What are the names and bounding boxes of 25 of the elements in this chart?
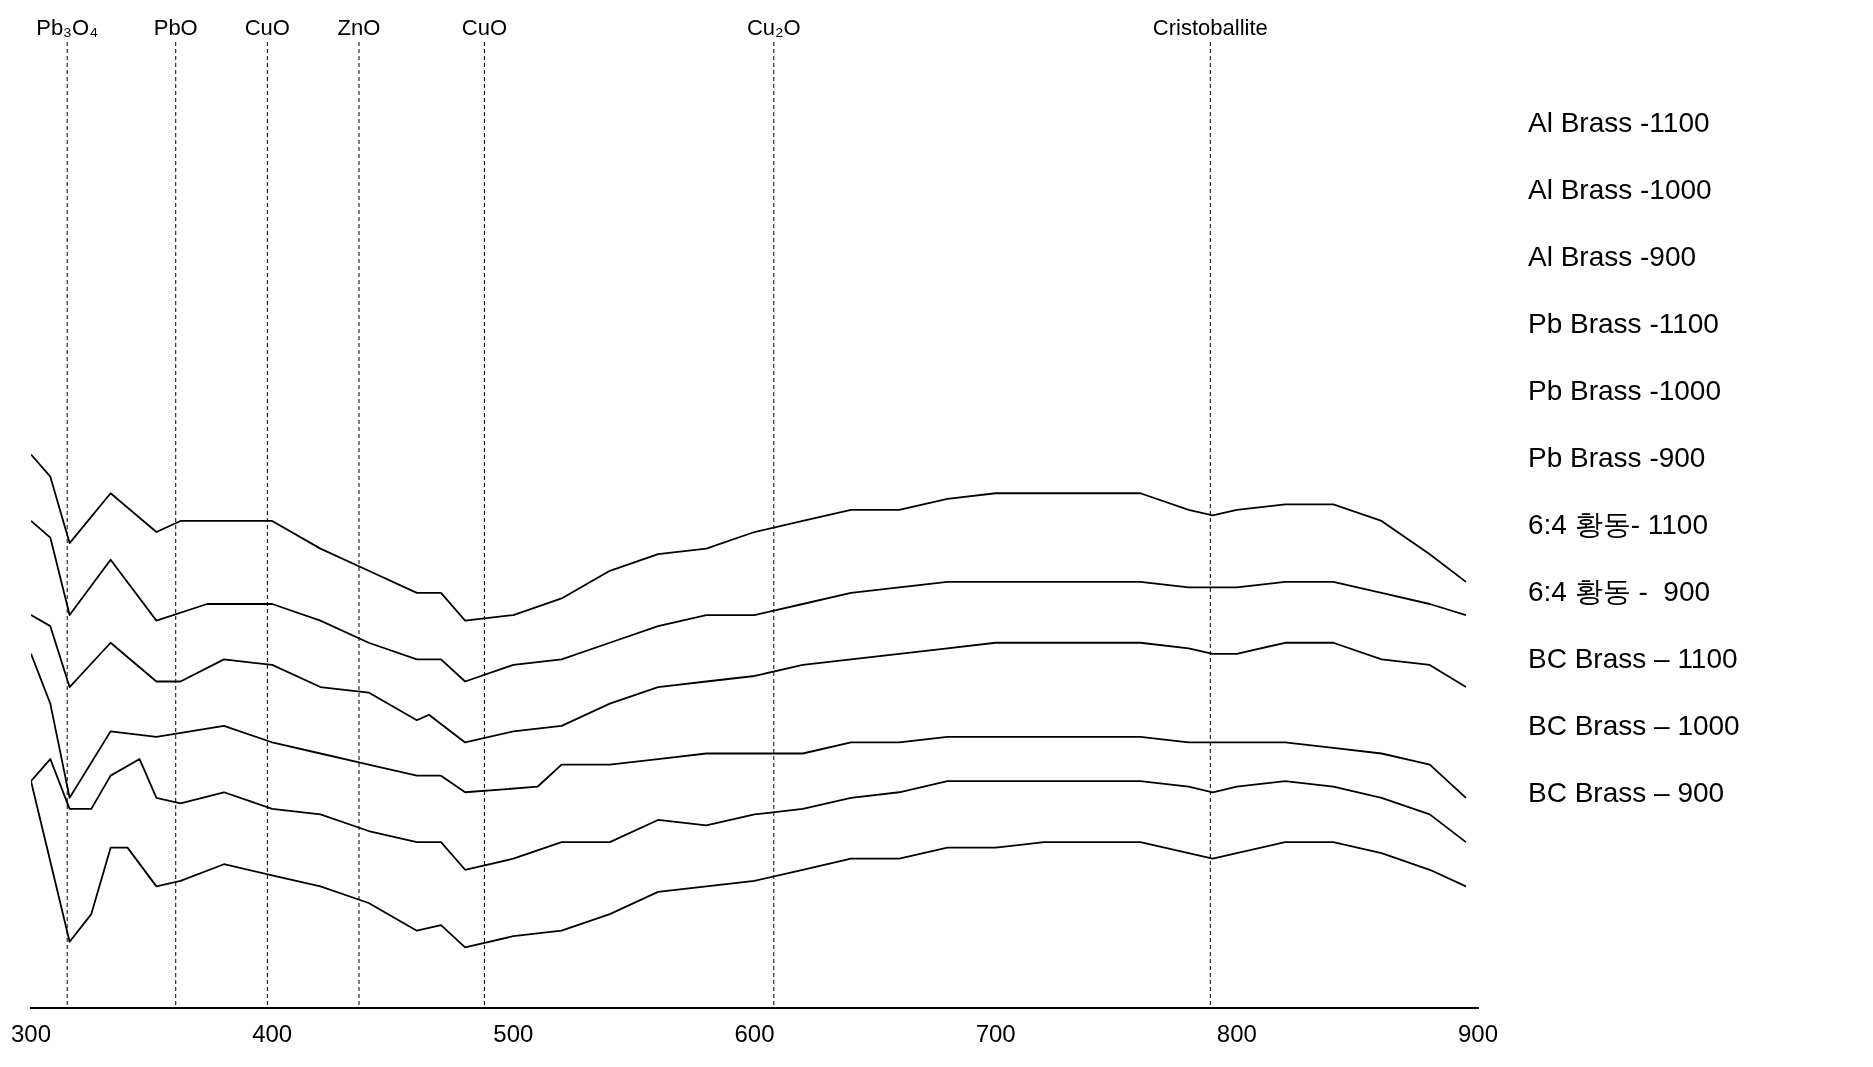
text: BC Brass – 1000 <box>1528 709 1741 743</box>
ref-line-label: CuO <box>461 15 508 41</box>
x-tick-label: 400 <box>252 1020 293 1048</box>
ref-line-label: PbO <box>153 15 198 41</box>
text: 6:4 황동 - 900 <box>1528 575 1712 609</box>
text: Pb Brass -1000 <box>1528 374 1722 408</box>
text: Al Brass -900 <box>1528 240 1698 274</box>
text: Pb Brass -900 <box>1528 441 1707 475</box>
text: Al Brass -1000 <box>1528 173 1713 207</box>
text: Pb Brass -1100 <box>1528 307 1720 341</box>
text: Al Brass -1100 <box>1528 106 1711 140</box>
ref-line-label: CuO <box>244 15 290 41</box>
ref-line-label: Cristoballite <box>1152 15 1268 41</box>
x-tick-label: 300 <box>11 1020 52 1048</box>
text: BC Brass – 1100 <box>1528 642 1739 676</box>
x-tick-label: 500 <box>493 1020 534 1048</box>
text: 6:4 황동- 1100 <box>1528 508 1710 542</box>
ref-line-label: Cu₂O <box>746 15 801 41</box>
x-tick-label: 700 <box>975 1020 1016 1048</box>
x-tick-label: 800 <box>1216 1020 1257 1048</box>
ref-line-label: Pb₃O₄ <box>36 15 99 41</box>
ref-line-label: ZnO <box>337 15 381 41</box>
x-tick-label: 900 <box>1457 1020 1499 1048</box>
text: BC Brass – 900 <box>1528 776 1726 810</box>
x-tick-label: 600 <box>734 1020 775 1048</box>
